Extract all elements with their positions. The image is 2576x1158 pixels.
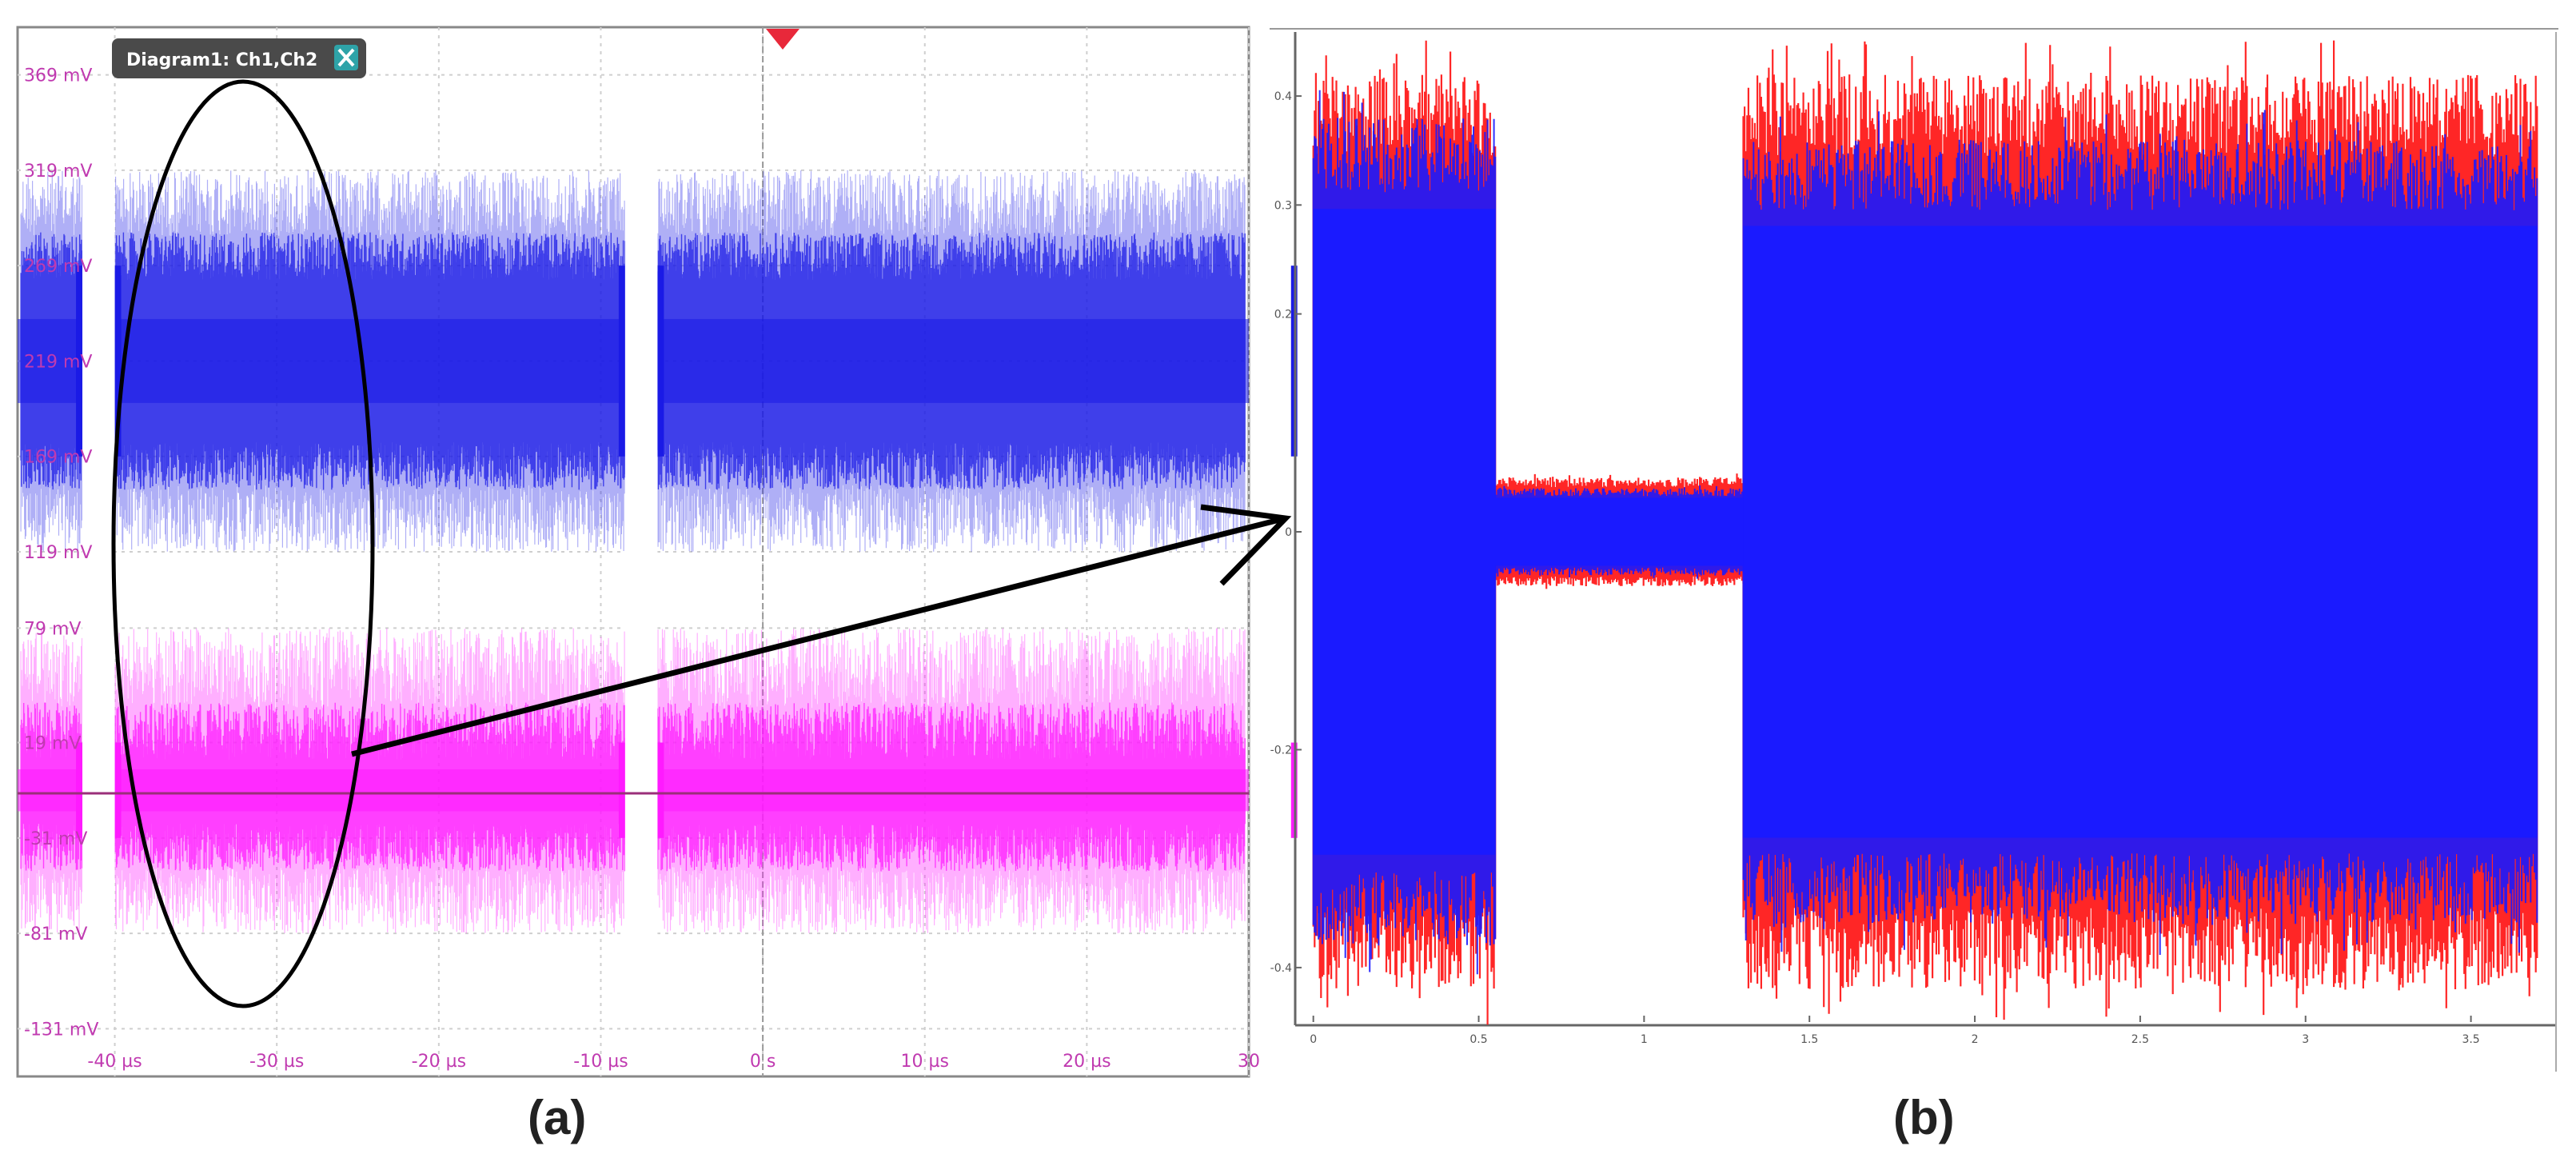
scope-x-tick-label: 20 µs (1063, 1052, 1111, 1072)
scope-y-tick-label: 119 mV (24, 543, 92, 563)
scope-y-tick-label: 19 mV (24, 734, 81, 754)
plot-x-tick-label: 1.5 (1800, 1033, 1818, 1046)
scope-y-tick-label: -131 mV (24, 1020, 98, 1040)
scope-gap-edge (618, 742, 625, 838)
annotation-arrow (351, 504, 1292, 757)
scope-x-tick-label: -30 µs (249, 1052, 304, 1072)
scope-x-tick-label: -10 µs (573, 1052, 628, 1072)
trigger-marker-icon (766, 29, 800, 50)
ch1-waveform (18, 162, 1337, 560)
scope-y-tick-label: 79 mV (24, 619, 81, 639)
scope-gap (624, 162, 658, 560)
scope-gap-edge (76, 742, 83, 838)
plot-y-tick-label: 0 (1285, 526, 1292, 539)
scope-x-tick-label: -20 µs (412, 1052, 466, 1072)
trace-body (1743, 226, 2538, 838)
scope-gap-edge (76, 266, 83, 457)
scope-y-tick-label: 369 mV (24, 66, 92, 86)
plot-x-tick-label: 2.5 (2131, 1033, 2149, 1046)
diagram-badge-label: Diagram1: Ch1,Ch2 (126, 50, 317, 70)
scope-gap (82, 162, 115, 560)
blue-trace (1312, 90, 2538, 975)
scope-y-tick-label: 269 mV (24, 257, 92, 277)
panel-a-label: (a) (528, 1091, 586, 1144)
scope-x-tick-label: 0 s (750, 1052, 776, 1072)
plot-x-tick-label: 2 (1972, 1033, 1979, 1046)
panel-b-right-border (2555, 32, 2557, 1072)
scope-y-tick-label: 219 mV (24, 352, 92, 372)
plot-x-tick-label: 0 (1310, 1033, 1317, 1046)
trace-body (1495, 497, 1744, 566)
scope-gap-edge (114, 266, 122, 457)
plot-y-tick-label: -0.4 (1270, 962, 1292, 975)
plot-x-tick-labels: 0 0.5 1 1.5 2 2.5 3 3.5 (1310, 1016, 2480, 1046)
scope-y-tick-labels: 369 mV 319 mV 269 mV 219 mV 169 mV 119 mV 79 m… (24, 66, 98, 1040)
diagram-badge-background (112, 38, 366, 78)
plot-y-tick-label: 0.2 (1274, 309, 1292, 321)
scope-y-tick-label: -31 mV (24, 829, 87, 849)
close-icon[interactable] (334, 45, 358, 70)
plot-x-tick-label: 1 (1641, 1033, 1648, 1046)
plot-y-tick-label: 0.3 (1274, 199, 1292, 212)
highlight-ellipse (111, 79, 375, 1008)
plot-y-tick-label: 0.4 (1274, 90, 1292, 103)
panel-a-oscilloscope: 369 mV 319 mV 269 mV 219 mV 169 mV 119 mV 79 m… (16, 26, 1337, 1078)
panel-b-zoomed-plot: 0.4 0.3 0.2 0 -0.2 -0.4 0 0.5 1 1.5 2 2.5 3 3.5 (1270, 28, 2558, 1072)
scope-x-tick-label: 30 (1238, 1052, 1260, 1072)
scope-gap (82, 620, 115, 942)
scope-x-tick-label: 10 µs (901, 1052, 949, 1072)
scope-gap-edge (657, 742, 664, 838)
diagram-badge[interactable]: Diagram1: Ch1,Ch2 (112, 38, 366, 78)
plot-y-tick-labels: 0.4 0.3 0.2 0 -0.2 -0.4 (1270, 90, 1302, 975)
plot-y-tick-label: -0.2 (1270, 744, 1292, 757)
scope-y-tick-label: -81 mV (24, 924, 87, 944)
scope-gap-edge (657, 266, 664, 457)
panel-b-label: (b) (1893, 1091, 1955, 1144)
scope-gap-edge (114, 742, 122, 838)
scope-x-tick-labels: -40 µs -30 µs -20 µs -10 µs 0 s 10 µs 20 µs 30 (87, 1052, 1260, 1072)
plot-x-tick-label: 3 (2302, 1033, 2309, 1046)
arrow-head (1200, 504, 1292, 586)
scope-y-tick-label: 319 mV (24, 162, 92, 182)
plot-x-tick-label: 0.5 (1469, 1033, 1487, 1046)
trace-body (1313, 209, 1496, 855)
arrow-shaft (351, 515, 1286, 757)
scope-y-tick-label: 169 mV (24, 448, 92, 468)
plot-x-tick-label: 3.5 (2462, 1033, 2479, 1046)
scope-gap-edge (618, 266, 625, 457)
scope-gap (624, 620, 658, 942)
scope-x-tick-label: -40 µs (87, 1052, 142, 1072)
ch2-waveform (18, 620, 1337, 942)
